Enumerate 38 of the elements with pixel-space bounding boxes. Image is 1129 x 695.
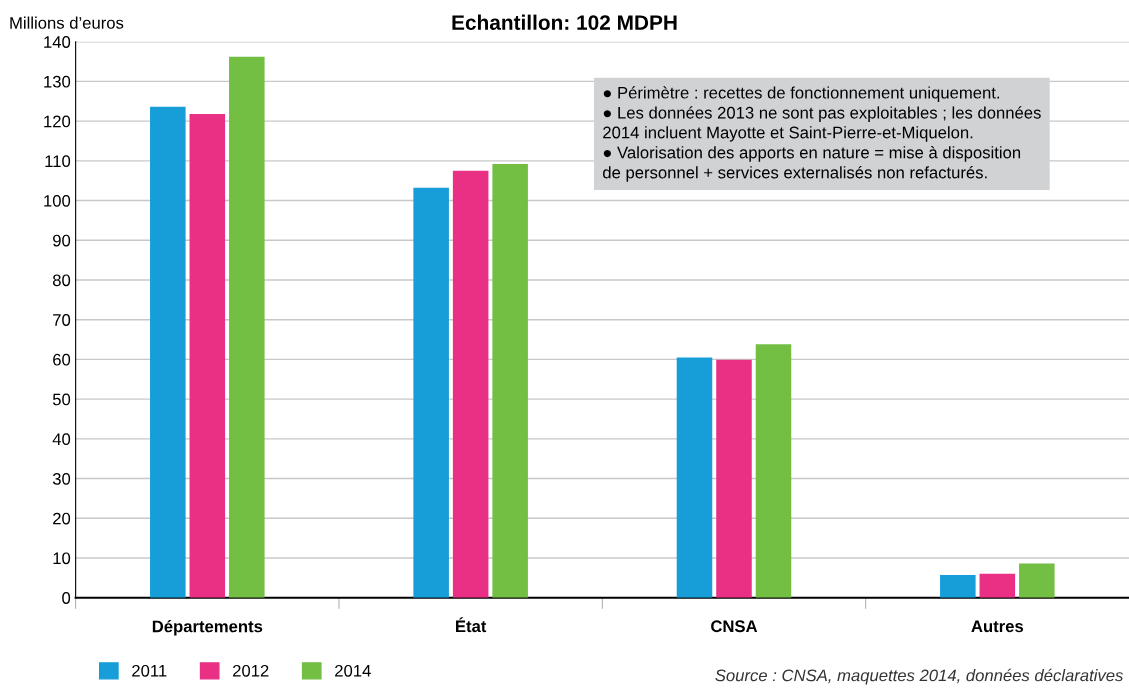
legend-label: 2011 [132, 664, 167, 677]
y-tick-label: 110 [45, 155, 71, 168]
bar [676, 357, 713, 598]
y-tick-label: 10 [53, 552, 71, 565]
bar [940, 575, 976, 598]
bar [979, 573, 1016, 598]
y-tick-label: 80 [52, 274, 71, 287]
bar [150, 106, 186, 598]
bar [452, 170, 489, 598]
y-tick-label: 50 [52, 393, 71, 406]
x-tick-label: CNSA [711, 620, 758, 633]
bar [716, 359, 752, 598]
y-tick-label: 30 [52, 472, 71, 485]
x-tick-label: Autres [971, 620, 1024, 633]
legend-label: 2012 [233, 664, 269, 677]
x-tick-label: Départements [152, 619, 263, 636]
y-tick-label: 90 [53, 234, 71, 247]
y-tick-label: 20 [53, 512, 71, 525]
y-tick-label: 70 [53, 314, 71, 326]
y-tick-label: 140 [44, 36, 71, 48]
bar [229, 56, 265, 598]
source-note: Source : CNSA, maquettes 2014, données déclaratives [715, 668, 1124, 685]
y-tick-label: 120 [44, 115, 71, 128]
y-tick-label: 100 [44, 194, 71, 207]
y-tick-label: 60 [53, 353, 71, 366]
y-axis-title: Millions d’euros [10, 16, 124, 29]
bar [189, 113, 226, 598]
legend-label: 2014 [335, 664, 371, 677]
chart-title: Echantillon: 102 MDPH [452, 14, 677, 30]
y-tick-label: 130 [44, 75, 71, 88]
bar [1019, 563, 1055, 598]
y-tick-label: 0 [62, 592, 71, 604]
annotation: ● Périmètre : recettes de fonctionnement uniquement. ● Les données 2013 ne sont pas exploitables ; les données 2014 incluent Mayotte et Saint-Pierre-et-Miquelon. ● Valorisation des apports en nature = mise à disposition de personnel + services externalisés non refacturés. [603, 86, 1041, 182]
bar [492, 164, 528, 598]
bar [413, 187, 449, 598]
x-tick-label: État [456, 617, 487, 633]
bar [755, 344, 792, 598]
y-tick-label: 40 [52, 433, 71, 446]
